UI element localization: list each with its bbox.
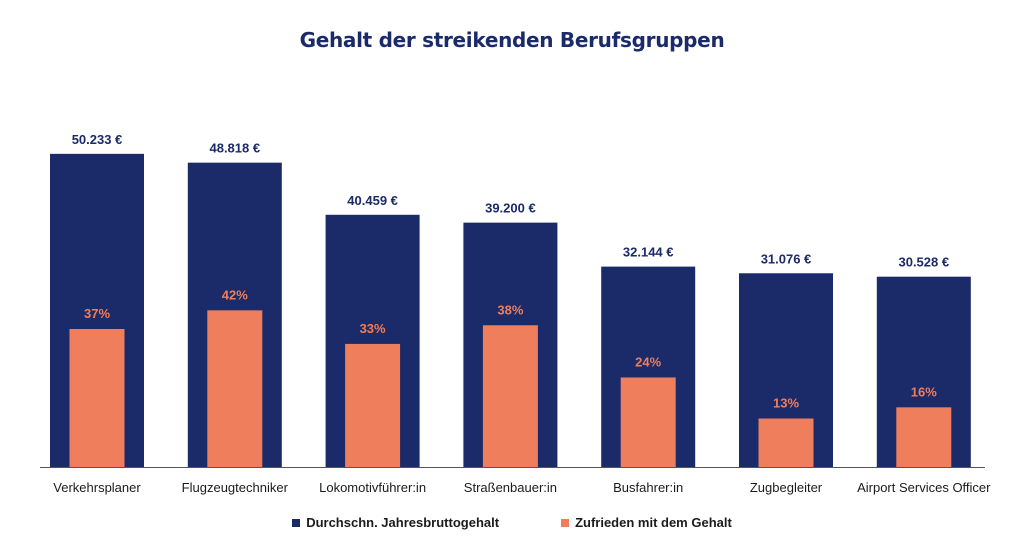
legend: Durchschn. Jahresbruttogehalt Zufrieden … (0, 515, 1024, 530)
category-label: Straßenbauer:in (464, 480, 557, 495)
salary-value-label: 30.528 € (898, 255, 949, 270)
salary-value-label: 31.076 € (761, 251, 812, 266)
category-label: Zugbegleiter (750, 480, 823, 495)
category-labels: Verkehrsplaner Flugzeugtechniker Lokomotiv… (53, 480, 991, 495)
salary-value-label: 48.818 € (209, 141, 260, 156)
category-label: Busfahrer:in (613, 480, 683, 495)
category-label: Flugzeugtechniker (182, 480, 289, 495)
satisfaction-value-label: 13% (773, 396, 799, 411)
salary-value-label: 40.459 € (347, 193, 398, 208)
satisfaction-bar (482, 325, 538, 467)
satisfaction-value-label: 42% (222, 287, 248, 302)
satisfaction-value-label: 24% (635, 354, 661, 369)
salary-value-label: 50.233 € (72, 132, 123, 147)
category-label: Airport Services Officer (857, 480, 991, 495)
satisfaction-bar (345, 343, 401, 467)
satisfaction-bar (207, 310, 263, 467)
legend-swatch-salary (292, 518, 301, 527)
legend-swatch-satisfaction (561, 518, 570, 527)
value-labels: 50.233 € 37% 48.818 € 42% 40.459 € 33% 39.200 … (72, 132, 949, 411)
satisfaction-value-label: 16% (911, 384, 937, 399)
satisfaction-value-label: 38% (497, 302, 523, 317)
satisfaction-bar (896, 407, 952, 467)
chart-title: Gehalt der streikenden Berufsgruppen (299, 28, 725, 52)
satisfaction-bars (69, 310, 952, 467)
satisfaction-bar (620, 377, 676, 467)
legend-item-satisfaction: Zufrieden mit dem Gehalt (561, 515, 732, 530)
legend-label-satisfaction: Zufrieden mit dem Gehalt (575, 515, 732, 530)
legend-label-salary: Durchschn. Jahresbruttogehalt (306, 515, 500, 530)
salary-value-label: 39.200 € (485, 201, 536, 216)
satisfaction-bar (69, 328, 125, 467)
satisfaction-value-label: 37% (84, 306, 110, 321)
category-label: Verkehrsplaner (53, 480, 141, 495)
satisfaction-bar (758, 418, 814, 467)
salary-value-label: 32.144 € (623, 245, 674, 260)
category-label: Lokomotivführer:in (319, 480, 426, 495)
legend-item-salary: Durchschn. Jahresbruttogehalt (292, 515, 499, 530)
satisfaction-value-label: 33% (360, 321, 386, 336)
